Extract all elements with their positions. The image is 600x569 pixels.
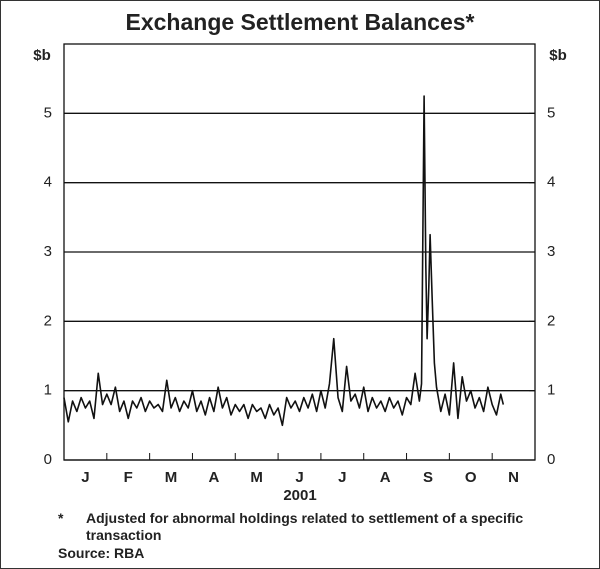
y-tick-label: 5 <box>44 104 52 121</box>
y-tick-label: 1 <box>44 382 52 399</box>
x-tick-label: A <box>380 469 391 486</box>
footnote: Adjusted for abnormal holdings related t… <box>86 510 524 543</box>
x-tick-label: J <box>338 469 346 486</box>
x-tick-label: A <box>208 469 219 486</box>
plot-frame <box>63 43 536 461</box>
y2-tick-label: 2 <box>547 312 555 329</box>
source: Source: RBA <box>58 545 145 561</box>
x-tick-label: J <box>81 469 89 486</box>
y-tick-label: 0 <box>44 451 52 468</box>
y2-tick-label: 3 <box>547 243 555 260</box>
y2-tick-label: 4 <box>547 174 555 191</box>
x-tick-label: O <box>465 469 477 486</box>
x-tick-label: J <box>295 469 303 486</box>
y-tick-label: 2 <box>44 312 52 329</box>
footnote-marker: * <box>58 510 64 526</box>
x-tick-label: M <box>250 469 263 486</box>
y-axis-label: $b <box>33 47 51 64</box>
y2-axis-label: $b <box>549 47 567 64</box>
x-tick-label: N <box>508 469 519 486</box>
x-axis-label: 2001 <box>283 487 316 504</box>
y-tick-label: 4 <box>44 174 52 191</box>
y2-tick-label: 0 <box>547 451 555 468</box>
y2-tick-label: 1 <box>547 382 555 399</box>
x-tick-label: F <box>124 469 133 486</box>
x-tick-label: M <box>165 469 178 486</box>
chart-title: Exchange Settlement Balances* <box>126 9 475 35</box>
y-tick-label: 3 <box>44 243 52 260</box>
data-line <box>63 95 505 427</box>
x-tick-label: S <box>423 469 433 486</box>
y2-tick-label: 5 <box>547 104 555 121</box>
